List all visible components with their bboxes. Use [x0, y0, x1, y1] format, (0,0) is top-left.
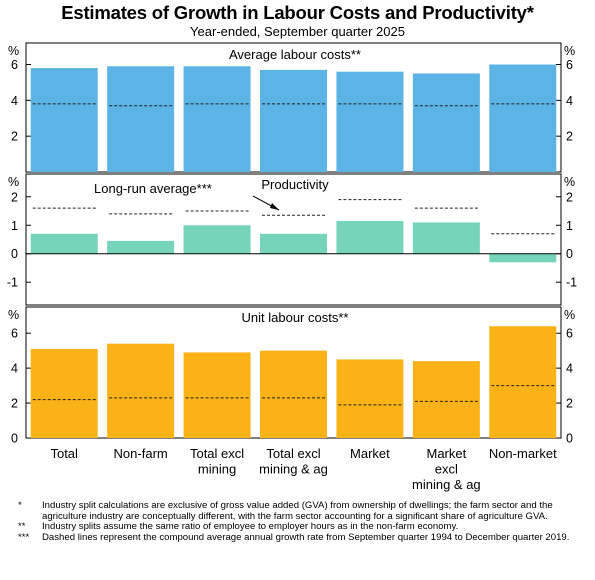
x-axis-label: Total: [50, 446, 78, 461]
panel-3-tick-left: 0: [11, 432, 18, 446]
panel-1-bar: [412, 73, 480, 172]
footnotes: * Industry split calculations are exclus…: [18, 500, 578, 544]
panel-3-bar: [183, 352, 251, 438]
panel-3-bar: [30, 348, 98, 438]
panel-3-unit-right: %: [564, 308, 575, 322]
panel-3-tick-right: 2: [566, 397, 573, 411]
panel-1-unit-right: %: [564, 44, 575, 58]
x-axis-label: Market: [426, 446, 466, 461]
x-axis-label: Total excl: [266, 446, 320, 461]
panel-3-tick-right: 6: [566, 327, 573, 341]
panel-2-title: Productivity: [261, 177, 329, 192]
panel-2-tick-left: 2: [11, 190, 18, 204]
panel-2-frame: [25, 173, 562, 306]
x-axis-label: Non-farm: [114, 446, 168, 461]
footnote-1-mark: *: [18, 500, 22, 511]
x-axis-label: Market: [350, 446, 390, 461]
panel-1-bar: [30, 68, 98, 172]
long-run-average-annotation: Long-run average***: [94, 181, 212, 196]
panel-1-tick-left: 6: [11, 58, 18, 72]
x-axis-label: excl: [435, 462, 458, 477]
panel-3-unit-left: %: [8, 308, 19, 322]
panel-3-bar: [412, 361, 480, 438]
chart-title: Estimates of Growth in Labour Costs and …: [61, 2, 534, 23]
panel-3-tick-right: 0: [566, 432, 573, 446]
panel-1-bar: [336, 71, 404, 172]
panel-2-tick-right: 2: [566, 190, 573, 204]
x-axis-label: mining: [198, 462, 236, 477]
panel-2-bar: [489, 253, 557, 263]
footnote-2: ** Industry splits assume the same ratio…: [18, 522, 578, 533]
panel-3-tick-left: 6: [11, 327, 18, 341]
footnote-2-mark: **: [18, 521, 26, 533]
footnote-3: *** Dashed lines represent the compound …: [18, 531, 578, 544]
panel-1-bar: [183, 66, 251, 172]
panel-1-bar: [489, 64, 557, 172]
x-axis-label: mining & ag: [259, 462, 328, 477]
panel-1-tick-right: 2: [566, 130, 573, 144]
panel-3-bar: [489, 326, 557, 438]
panel-3-tick-left: 4: [11, 362, 18, 376]
panel-2-bar: [260, 233, 327, 254]
panel-2-tick-left: 1: [11, 219, 18, 233]
panel-2-tick-right: 1: [566, 219, 573, 233]
panel-1-tick-right: 4: [566, 94, 573, 108]
panel-2-tick-right: 0: [566, 247, 573, 261]
panel-1-unit-left: %: [8, 44, 19, 58]
panel-1-tick-left: 2: [11, 130, 18, 144]
panel-2-bar: [183, 225, 251, 254]
x-axis-label: Non-market: [489, 446, 557, 461]
panel-2-bar: [412, 222, 480, 254]
panel-3-bar: [336, 359, 404, 438]
panel-2-bar: [107, 240, 175, 254]
panel-3-bar: [107, 343, 175, 438]
panel-3-bar: [260, 350, 327, 438]
panel-3-tick-right: 4: [566, 362, 573, 376]
footnote-2-text: Industry splits assume the same ratio of…: [42, 521, 459, 533]
panel-1-bar: [107, 66, 175, 172]
panel-2-unit-right: %: [564, 175, 575, 189]
chart-subtitle: Year-ended, September quarter 2025: [190, 24, 405, 39]
panel-2-unit-left: %: [8, 175, 19, 189]
footnote-3-text: Dashed lines represent the compound aver…: [42, 531, 570, 543]
panel-1-tick-right: 6: [566, 58, 573, 72]
footnote-3-mark: ***: [18, 531, 30, 543]
panel-1-title: Average labour costs**: [229, 47, 361, 62]
panel-2-tick-right: -1: [566, 276, 577, 290]
x-axis-label: Total excl: [190, 446, 244, 461]
panel-2-bar: [30, 233, 98, 254]
panel-2-tick-left: -1: [7, 276, 18, 290]
panel-2-tick-left: 0: [11, 247, 18, 261]
footnote-1: * Industry split calculations are exclus…: [18, 500, 578, 522]
panel-1-tick-left: 4: [11, 94, 18, 108]
panel-1-bar: [260, 69, 327, 172]
panel-3-title: Unit labour costs**: [242, 310, 349, 325]
panel-3-tick-left: 2: [11, 397, 18, 411]
panel-2-bar: [336, 220, 404, 254]
annotation-arrow-head: [270, 203, 279, 210]
x-axis-label: mining & ag: [412, 477, 481, 492]
footnote-1-text: Industry split calculations are exclusiv…: [42, 500, 553, 522]
